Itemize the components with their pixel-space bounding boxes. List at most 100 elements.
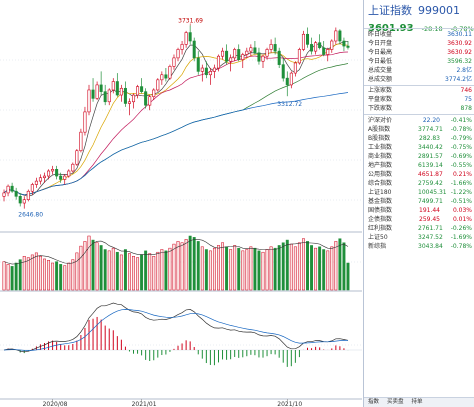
volume-bar bbox=[6, 264, 10, 291]
index-list-item[interactable]: 地产指数 6139.14 -0.55% bbox=[368, 161, 472, 170]
index-list-item[interactable]: 上证180 10045.31 -1.22% bbox=[368, 188, 472, 197]
volume-bar bbox=[22, 256, 26, 291]
stat-row-open: 今日开盘 3630.92 bbox=[368, 40, 472, 47]
index-item-price: 282.83 bbox=[419, 135, 440, 142]
index-list-item[interactable]: 综合指数 2759.42 -1.66% bbox=[368, 179, 472, 188]
volume-bar bbox=[289, 243, 293, 291]
index-list-item[interactable]: 上证50 3247.52 -1.69% bbox=[368, 233, 472, 242]
volume-bar bbox=[273, 247, 277, 291]
index-list-item[interactable]: 工业指数 3440.42 -0.75% bbox=[368, 143, 472, 152]
candle-body bbox=[342, 40, 346, 47]
index-list-item[interactable]: 红利指数 2761.71 -0.26% bbox=[368, 224, 472, 233]
volume-bar bbox=[314, 247, 318, 291]
x-tick-label: 2021/01 bbox=[132, 401, 157, 407]
volume-bar bbox=[152, 256, 156, 291]
volume-bar bbox=[285, 239, 289, 291]
index-list-item[interactable]: 基金指数 7499.71 -0.51% bbox=[368, 197, 472, 206]
candle-body bbox=[34, 180, 38, 185]
index-list-item[interactable]: 国债指数 191.44 0.03% bbox=[368, 206, 472, 215]
volume-bar bbox=[221, 242, 224, 291]
candle-body bbox=[51, 168, 55, 172]
volume-bar bbox=[217, 245, 220, 291]
high-price-label: 3731.69 bbox=[178, 17, 203, 24]
candle-body bbox=[14, 190, 18, 197]
candle-body bbox=[176, 49, 180, 59]
kline-chart[interactable]: 3731.69 2646.80 3312.72 2020/08 2021/01 2021/… bbox=[0, 0, 362, 407]
candle-body bbox=[38, 177, 42, 182]
candle-body bbox=[289, 72, 293, 86]
volume-bar bbox=[249, 246, 253, 291]
volume-bar bbox=[318, 246, 322, 291]
volume-bar bbox=[192, 237, 196, 291]
candle-body bbox=[156, 79, 160, 91]
candle-body bbox=[136, 86, 140, 96]
index-item-change: -0.75% bbox=[450, 144, 472, 151]
index-item-change: -0.78% bbox=[450, 126, 472, 133]
volume-bar bbox=[233, 245, 237, 291]
candle-body bbox=[67, 170, 71, 177]
candle-body bbox=[42, 175, 47, 179]
index-list-item[interactable]: 沪深对价 22.20 -0.41% bbox=[368, 116, 472, 125]
index-item-change: 0.01% bbox=[452, 216, 472, 223]
candle-body bbox=[346, 45, 350, 48]
candle-body bbox=[87, 89, 91, 113]
volume-bar bbox=[140, 254, 144, 291]
volume-bar bbox=[164, 250, 168, 291]
candle-body bbox=[257, 52, 261, 62]
index-list-item[interactable]: 企债指数 259.45 0.01% bbox=[368, 215, 472, 224]
candle-body bbox=[326, 49, 330, 55]
volume-bar bbox=[148, 253, 152, 291]
candle-body bbox=[330, 40, 334, 50]
volume-bar bbox=[257, 250, 261, 291]
volume-bar bbox=[91, 239, 95, 291]
tab-positions[interactable]: 持单 bbox=[411, 399, 423, 405]
ma5-line bbox=[3, 40, 349, 197]
candle-body bbox=[91, 89, 95, 99]
volume-bar bbox=[237, 247, 241, 291]
volume-bar bbox=[200, 246, 204, 291]
index-item-name: 上证50 bbox=[368, 234, 388, 241]
stat-row-decliners: 下跌家数 878 bbox=[368, 105, 472, 112]
candle-body bbox=[131, 94, 136, 103]
index-list-item[interactable]: 商业指数 2891.57 -0.69% bbox=[368, 152, 472, 161]
divider bbox=[364, 85, 474, 86]
index-item-name: 工业指数 bbox=[368, 144, 393, 151]
candle-body bbox=[18, 196, 22, 204]
volume-bar bbox=[55, 261, 59, 291]
volume-bar bbox=[136, 257, 140, 291]
candle-body bbox=[225, 50, 229, 62]
volume-bar bbox=[156, 251, 160, 291]
index-item-name: 上证180 bbox=[368, 189, 392, 196]
index-list-item[interactable]: A股指数 3774.71 -0.78% bbox=[368, 125, 472, 134]
candle-body bbox=[119, 87, 123, 96]
volume-bar bbox=[180, 242, 184, 291]
candle-body bbox=[184, 32, 188, 45]
index-title: 上证指数 999001 bbox=[368, 2, 460, 18]
index-list-item[interactable]: 新综指 3043.84 -0.78% bbox=[368, 242, 472, 251]
x-tick-label: 2020/08 bbox=[43, 401, 68, 407]
candle-body bbox=[208, 71, 212, 76]
volume-bar bbox=[160, 249, 164, 291]
volume-bar bbox=[75, 252, 79, 291]
candle-body bbox=[144, 91, 148, 106]
volume-bar bbox=[34, 252, 38, 291]
tab-order-book[interactable]: 买卖盘 bbox=[387, 399, 404, 405]
kline-chart-area[interactable]: 3731.69 2646.80 3312.72 2020/08 2021/01 2021/… bbox=[0, 0, 362, 407]
x-tick-label: 2021/10 bbox=[277, 401, 302, 407]
index-list-item[interactable]: 公用指数 4651.87 0.21% bbox=[368, 170, 472, 179]
index-item-change: -0.78% bbox=[450, 243, 472, 250]
volume-bar bbox=[87, 235, 91, 291]
index-item-name: 商业指数 bbox=[368, 153, 393, 160]
candle-body bbox=[322, 47, 326, 55]
index-list-item[interactable]: B股指数 282.83 -0.79% bbox=[368, 134, 472, 143]
candle-body bbox=[71, 163, 75, 172]
volume-bar bbox=[293, 246, 297, 291]
index-item-name: 企债指数 bbox=[368, 216, 393, 223]
candle-body bbox=[127, 101, 131, 104]
ma10-line bbox=[3, 43, 349, 196]
candle-body bbox=[245, 50, 249, 55]
volume-bar bbox=[10, 266, 14, 291]
volume-bar bbox=[79, 245, 83, 291]
tab-index[interactable]: 指数 bbox=[368, 399, 380, 405]
